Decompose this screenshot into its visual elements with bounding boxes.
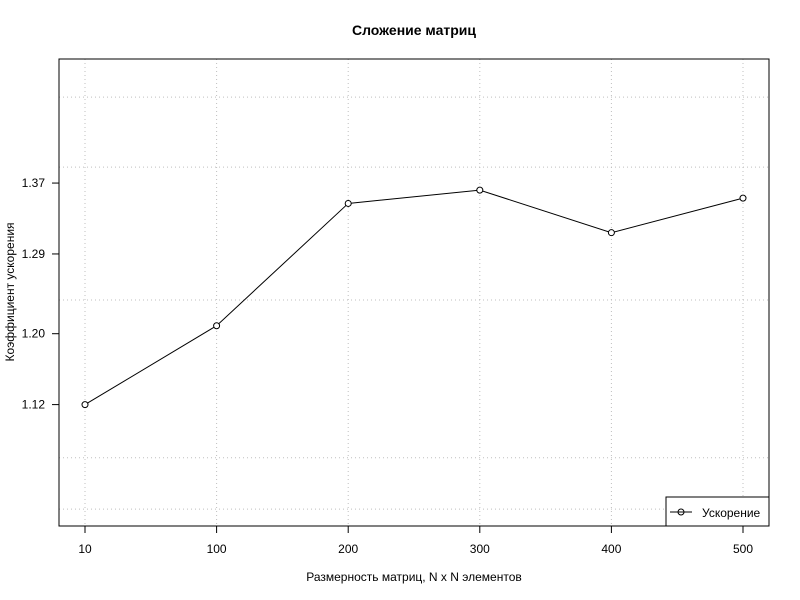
legend-marker-icon (677, 508, 685, 516)
y-tick-label: 1.12 (22, 398, 46, 412)
data-point-marker (476, 186, 484, 194)
x-tick-label: 500 (733, 542, 753, 556)
x-tick-label: 10 (78, 542, 92, 556)
plot-frame (58, 58, 770, 527)
grid-lines (59, 59, 769, 526)
data-point-marker (81, 401, 89, 409)
series-line (84, 189, 744, 406)
x-tick-label: 200 (338, 542, 358, 556)
data-point-marker (344, 199, 352, 207)
data-point-marker (213, 322, 221, 330)
series-layer (81, 186, 747, 409)
y-axis-label: Коэффициент ускорения (3, 222, 17, 361)
x-axis: 10 100 200 300 400 500 (78, 526, 753, 556)
x-tick-label: 100 (207, 542, 227, 556)
chart-title: Сложение матриц (352, 22, 476, 38)
legend-box (665, 496, 770, 527)
y-axis: 1.12 1.20 1.29 1.37 (22, 176, 59, 412)
data-point-marker (607, 229, 615, 237)
data-point-marker (739, 194, 747, 202)
legend-label: Ускорение (702, 506, 761, 520)
x-tick-label: 400 (601, 542, 621, 556)
y-tick-label: 1.20 (22, 327, 46, 341)
legend: Ускорение (665, 496, 770, 527)
x-tick-label: 300 (470, 542, 490, 556)
x-axis-label: Размерность матриц, N x N элементов (306, 570, 522, 584)
y-tick-label: 1.29 (22, 247, 46, 261)
y-tick-label: 1.37 (22, 176, 46, 190)
